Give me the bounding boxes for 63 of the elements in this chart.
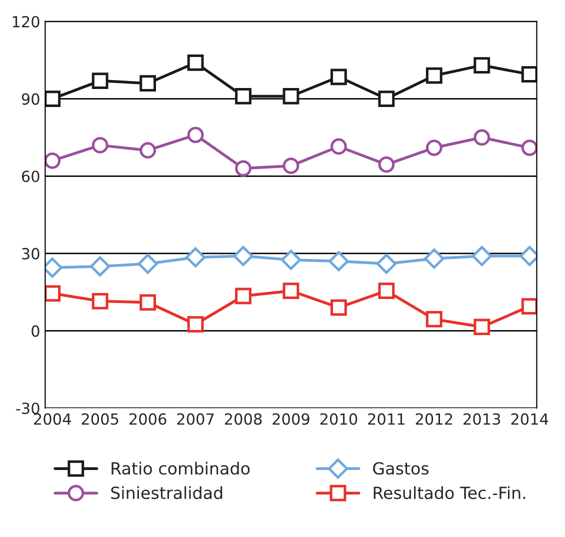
legend-label: Gastos <box>373 462 429 475</box>
point <box>474 129 490 146</box>
point <box>474 318 490 336</box>
point <box>472 246 492 266</box>
point <box>378 156 395 173</box>
point <box>45 285 61 302</box>
y-tick-label: 60 <box>22 170 40 182</box>
y-tick-label: 90 <box>22 93 40 105</box>
point <box>328 251 349 272</box>
point <box>140 75 156 92</box>
point <box>90 256 110 276</box>
point <box>92 292 108 310</box>
point <box>140 294 156 311</box>
point <box>424 248 444 269</box>
legend-label: Resultado Tec.-Fin. <box>374 486 526 500</box>
y-tick-label: 120 <box>12 16 40 28</box>
y-tick-label: 30 <box>22 248 40 260</box>
point <box>282 158 300 174</box>
x-tick-label: 2010 <box>320 413 358 425</box>
x-tick-label: 2008 <box>224 413 262 425</box>
point <box>426 67 442 84</box>
point <box>330 138 347 155</box>
x-tick-label: 2007 <box>177 413 214 425</box>
point <box>521 66 537 83</box>
point <box>378 282 395 300</box>
point <box>330 299 347 316</box>
point <box>378 90 395 107</box>
x-tick-label: 2009 <box>272 413 310 425</box>
point <box>187 316 204 333</box>
x-tick-label: 2011 <box>368 413 404 425</box>
x-tick-label: 2014 <box>511 413 548 425</box>
point <box>45 90 61 107</box>
x-tick-label: 2012 <box>416 413 452 425</box>
point <box>185 247 206 268</box>
point <box>521 298 537 314</box>
point <box>138 254 158 274</box>
point <box>235 288 252 304</box>
point <box>45 152 61 169</box>
point <box>235 160 252 177</box>
point <box>187 54 204 71</box>
point <box>233 246 254 266</box>
x-tick-label: 2004 <box>34 413 71 425</box>
y-tick-label: 0 <box>32 325 40 337</box>
x-tick-label: 2006 <box>129 413 166 425</box>
point <box>280 250 302 270</box>
point <box>92 72 108 89</box>
legend-label: Ratio combinado <box>112 462 250 475</box>
point <box>140 142 156 159</box>
point <box>282 282 300 300</box>
point <box>376 254 397 274</box>
x-tick-label: 2005 <box>82 413 118 425</box>
point <box>474 57 490 74</box>
point <box>92 137 108 154</box>
y-tick-label: -30 <box>16 402 40 414</box>
point <box>521 140 537 156</box>
point <box>282 88 300 104</box>
point <box>330 68 347 86</box>
point <box>187 126 204 144</box>
x-tick-label: 2013 <box>464 413 500 425</box>
point <box>426 140 442 156</box>
point <box>235 88 252 104</box>
point <box>426 311 442 328</box>
legend-label: Siniestralidad <box>111 486 222 500</box>
